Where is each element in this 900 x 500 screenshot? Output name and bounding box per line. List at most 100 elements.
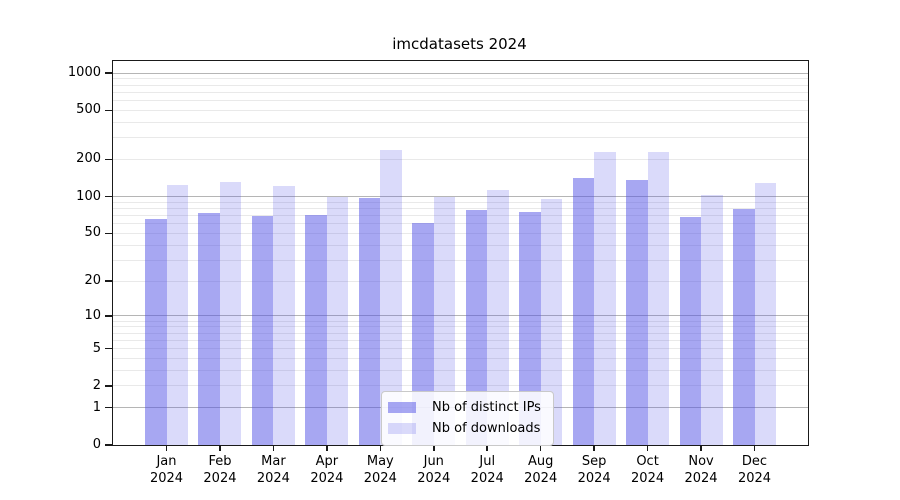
x-tick-year: 2024: [470, 471, 504, 486]
bar-distinct-ips-aug: [519, 211, 541, 445]
y-tick-label: 10: [84, 307, 101, 323]
x-tick: [272, 446, 275, 451]
y-tick-label: 100: [76, 188, 101, 204]
x-tick-label-apr: Apr 2024: [295, 453, 359, 487]
y-tick-label: 1000: [67, 65, 101, 80]
x-tick-year: 2024: [631, 471, 665, 486]
x-tick-year: 2024: [524, 471, 558, 486]
x-tick-year: 2024: [577, 471, 611, 486]
bar-downloads-mar: [273, 185, 295, 445]
major-gridline: [113, 315, 808, 317]
x-tick-label-jul: Jul 2024: [455, 453, 519, 487]
plot-area: Nb of distinct IPs Nb of downloads 0 1 2 5 1…: [68, 60, 809, 486]
bar-distinct-ips-nov: [679, 217, 702, 445]
bar-downloads-feb: [219, 181, 242, 445]
bar-downloads-may: [380, 149, 402, 445]
x-tick: [326, 446, 328, 451]
x-tick-month: Aug: [527, 454, 554, 469]
x-tick-month: Nov: [688, 454, 714, 469]
y-tick: [105, 232, 113, 235]
legend-label-downloads: Nb of downloads: [432, 421, 541, 436]
minor-gridline: [113, 137, 808, 139]
x-tick-label-aug: Aug 2024: [509, 453, 573, 487]
x-tick: [593, 446, 595, 451]
y-tick: [105, 347, 113, 350]
x-tick-label-oct: Oct 2024: [616, 453, 680, 487]
x-tick-label-feb: Feb 2024: [188, 453, 252, 487]
bar-distinct-ips-apr: [305, 215, 327, 445]
bar-distinct-ips-dec: [733, 209, 755, 445]
bar-distinct-ips-jul: [465, 210, 488, 445]
y-tick-label: 2: [92, 377, 101, 393]
y-tick-label: 5: [92, 340, 101, 356]
bar-downloads-aug: [540, 199, 563, 445]
x-tick-month: Feb: [208, 454, 232, 469]
x-tick: [165, 446, 168, 451]
minor-gridline: [113, 121, 808, 123]
legend-item-downloads: Nb of downloads: [388, 418, 541, 439]
x-tick-month: Jul: [479, 454, 496, 469]
legend-label-distinct-ips: Nb of distinct IPs: [432, 400, 541, 415]
minor-gridline: [113, 214, 808, 216]
x-tick-label-jun: Jun 2024: [402, 453, 466, 487]
y-tick-label: 20: [84, 273, 101, 289]
x-tick-month: Mar: [261, 454, 286, 469]
legend-swatch-distinct-ips: [388, 402, 416, 413]
x-tick-year: 2024: [203, 471, 237, 486]
y-tick: [105, 72, 113, 74]
x-tick: [646, 446, 649, 451]
bar-distinct-ips-jun: [412, 222, 434, 445]
minor-gridline: [113, 223, 808, 225]
x-tick: [379, 446, 382, 451]
x-tick-label-nov: Nov 2024: [669, 453, 733, 487]
x-tick-year: 2024: [149, 471, 184, 486]
y-tick: [105, 385, 113, 387]
y-tick: [105, 195, 113, 198]
major-gridline: [113, 72, 808, 74]
x-tick-label-jan: Jan 2024: [135, 453, 199, 487]
x-tick-month: Oct: [636, 454, 659, 469]
bar-downloads-sep: [594, 152, 616, 445]
x-tick-year: 2024: [363, 471, 397, 486]
x-tick-month: Sep: [581, 454, 607, 469]
y-tick-label: 200: [76, 151, 101, 167]
y-tick: [105, 315, 113, 317]
minor-gridline: [113, 339, 808, 341]
minor-gridline: [113, 259, 808, 261]
minor-gridline: [113, 201, 808, 203]
x-tick: [700, 446, 702, 451]
y-tick-label: 0: [92, 437, 101, 452]
bar-distinct-ips-sep: [572, 177, 595, 445]
minor-gridline: [113, 348, 808, 350]
x-tick-label-sep: Sep 2024: [562, 453, 626, 487]
bar-downloads-jan: [166, 184, 188, 445]
minor-gridline: [113, 84, 808, 86]
x-tick: [486, 446, 488, 451]
chart-title: imcdatasets 2024: [392, 35, 527, 53]
minor-gridline: [113, 158, 808, 160]
x-tick-year: 2024: [310, 471, 344, 486]
minor-gridline: [113, 320, 808, 322]
x-tick: [219, 446, 221, 451]
bar-downloads-jul: [487, 189, 509, 445]
minor-gridline: [113, 232, 808, 234]
y-tick: [105, 406, 113, 409]
bar-downloads-dec: [754, 182, 776, 445]
minor-gridline: [113, 326, 808, 328]
legend-item-distinct-ips: Nb of distinct IPs: [388, 397, 541, 418]
bar-distinct-ips-oct: [626, 180, 648, 445]
bar-downloads-jun: [433, 196, 456, 445]
minor-gridline: [113, 109, 808, 111]
x-tick-month: Jun: [423, 454, 444, 469]
x-tick-year: 2024: [256, 471, 290, 486]
y-tick-label: 50: [84, 225, 101, 241]
bar-distinct-ips-jan: [145, 218, 167, 445]
bar-downloads-oct: [647, 152, 670, 445]
bar-distinct-ips-may: [358, 198, 381, 445]
minor-gridline: [113, 78, 808, 80]
minor-gridline: [113, 369, 808, 371]
x-tick: [753, 446, 756, 451]
minor-gridline: [113, 280, 808, 282]
x-tick-month: Dec: [741, 454, 768, 469]
major-gridline: [113, 196, 808, 197]
